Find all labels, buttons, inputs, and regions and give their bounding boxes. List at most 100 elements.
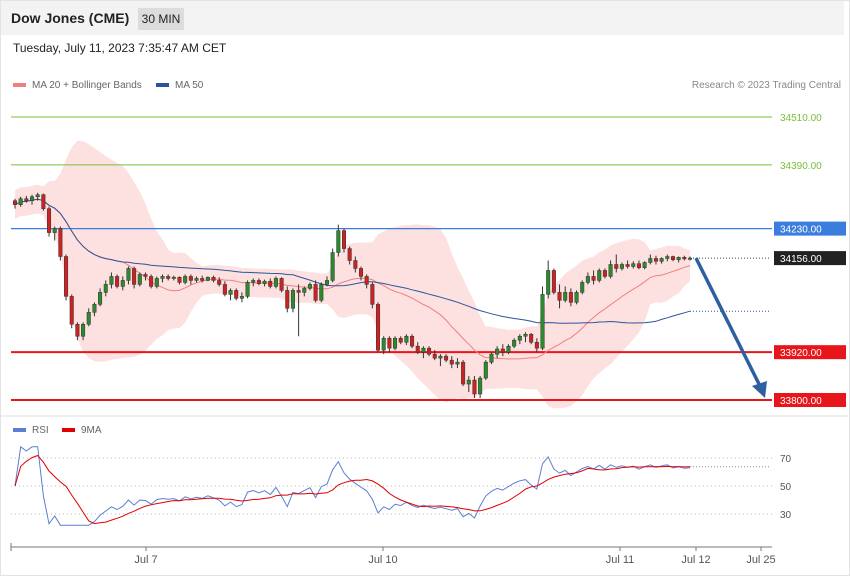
candle xyxy=(568,288,573,307)
candle xyxy=(449,356,454,369)
projection-arrow-head xyxy=(752,381,767,398)
candle xyxy=(307,282,312,291)
candle xyxy=(12,198,18,209)
rsi-ma-line xyxy=(14,454,691,525)
candle-body xyxy=(568,292,573,303)
candle-body xyxy=(24,198,29,201)
candle xyxy=(557,284,562,309)
candle xyxy=(35,192,40,201)
candle xyxy=(69,294,74,329)
candle xyxy=(387,336,392,353)
candle xyxy=(642,261,647,270)
candle xyxy=(268,278,273,289)
rsi-level-label: 30 xyxy=(780,510,792,521)
candle-body xyxy=(228,290,233,295)
rsi-level-label: 70 xyxy=(780,454,792,465)
candle-body xyxy=(12,200,18,205)
candle xyxy=(149,274,154,289)
candle xyxy=(353,256,358,273)
candle xyxy=(659,257,664,264)
candle xyxy=(546,260,551,299)
projection-arrow-shaft xyxy=(694,257,763,389)
candle xyxy=(30,194,35,205)
candle-body xyxy=(461,361,466,385)
candle xyxy=(585,272,590,285)
candle xyxy=(18,196,23,207)
candle-body xyxy=(364,276,369,285)
candle-body xyxy=(370,284,375,305)
candle xyxy=(81,322,86,341)
candle xyxy=(245,280,250,299)
candle xyxy=(580,280,585,295)
candle-body xyxy=(132,268,137,285)
candle xyxy=(109,272,114,289)
candle xyxy=(319,282,324,303)
candle xyxy=(410,334,415,349)
candle xyxy=(625,260,630,269)
candle-body xyxy=(506,345,511,353)
timeframe-button[interactable]: 30 MIN xyxy=(138,8,184,30)
candle-body xyxy=(205,276,210,281)
candle xyxy=(126,266,131,285)
candle-body xyxy=(58,228,63,257)
legend-ma20: MA 20 + Bollinger Bands xyxy=(13,80,142,91)
level-label-support: 33920.00 xyxy=(780,348,822,359)
candle xyxy=(324,276,329,287)
candle-body xyxy=(166,276,171,279)
time-tick-label: Jul 11 xyxy=(606,554,635,566)
candle xyxy=(512,338,517,349)
candle-body xyxy=(296,290,301,293)
level-label-support: 33800.00 xyxy=(780,396,822,407)
candle-body xyxy=(47,208,52,233)
candle xyxy=(336,224,341,257)
candle-body xyxy=(591,276,596,281)
credit-label: Research © 2023 Trading Central xyxy=(691,80,841,91)
candle xyxy=(302,286,307,297)
candle xyxy=(540,286,545,351)
candle-body xyxy=(171,276,176,279)
candle xyxy=(330,248,335,283)
candle-body xyxy=(381,337,386,351)
candle-body xyxy=(126,268,131,281)
candle xyxy=(188,274,193,285)
candle xyxy=(194,276,199,283)
candle-body xyxy=(619,264,624,269)
candle xyxy=(427,346,432,357)
candle-body xyxy=(245,282,250,297)
legend-rsi-swatch xyxy=(13,428,26,433)
candle xyxy=(381,336,386,355)
candle-body xyxy=(410,335,415,347)
candle-body xyxy=(653,258,658,262)
candle xyxy=(359,266,364,281)
instrument-title: Dow Jones (CME) xyxy=(11,10,130,26)
candle xyxy=(444,354,449,363)
candle-body xyxy=(86,312,91,325)
candle-body xyxy=(177,276,182,283)
candle xyxy=(529,333,534,345)
ma20-line xyxy=(14,198,691,360)
candle-body xyxy=(109,276,114,285)
candle-body xyxy=(523,333,528,337)
legend-9ma-swatch xyxy=(62,428,75,433)
candle xyxy=(432,350,437,361)
candle-body xyxy=(302,288,307,293)
candle xyxy=(461,360,466,387)
candle xyxy=(376,302,381,353)
candle-body xyxy=(393,337,398,349)
candle-body xyxy=(659,258,664,262)
candle xyxy=(228,288,233,301)
candle-body xyxy=(625,264,630,267)
candle xyxy=(183,274,188,285)
candle-body xyxy=(149,276,154,287)
candle xyxy=(523,332,528,343)
candle-body xyxy=(75,324,80,337)
candle xyxy=(619,262,624,271)
candle xyxy=(120,276,125,291)
candle-body xyxy=(347,248,352,261)
candle xyxy=(234,288,239,301)
candle-body xyxy=(92,304,97,313)
candle xyxy=(478,376,483,399)
candle xyxy=(98,288,103,307)
ma50-line xyxy=(14,198,691,324)
